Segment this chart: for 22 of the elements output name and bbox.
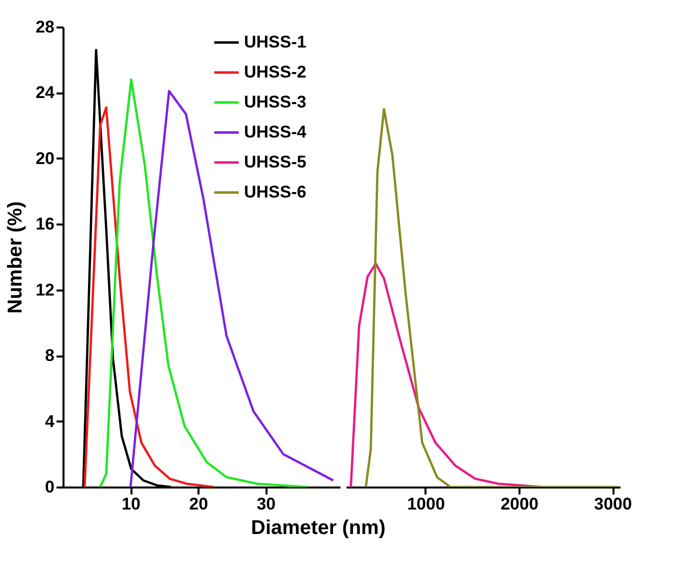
legend-label: UHSS-2 xyxy=(244,62,306,82)
y-tick-label: 24 xyxy=(36,83,56,102)
legend-label: UHSS-5 xyxy=(244,152,306,172)
y-tick-label: 20 xyxy=(36,148,54,168)
y-tick-label: 16 xyxy=(36,214,54,234)
x-tick-label: 20 xyxy=(189,494,208,514)
legend-label: UHSS-6 xyxy=(244,182,306,202)
y-tick-label: 4 xyxy=(45,412,56,431)
legend-label: UHSS-1 xyxy=(244,32,306,52)
x-tick-label: 30 xyxy=(256,494,276,514)
x-tick-label: 2000 xyxy=(500,494,538,514)
x-tick-label: 1000 xyxy=(407,494,445,514)
y-tick-label: 28 xyxy=(36,18,54,36)
y-axis-title: Number (%) xyxy=(4,201,27,314)
legend-label: UHSS-4 xyxy=(244,122,307,142)
y-tick-label: 0 xyxy=(45,478,54,496)
x-axis-title: Diameter (nm) xyxy=(251,517,386,539)
x-tick-label: 10 xyxy=(122,494,141,514)
y-tick-label: 12 xyxy=(36,280,54,300)
y-tick-label: 8 xyxy=(45,346,54,366)
x-tick-label: 3000 xyxy=(594,494,632,514)
legend-label: UHSS-3 xyxy=(244,92,306,112)
